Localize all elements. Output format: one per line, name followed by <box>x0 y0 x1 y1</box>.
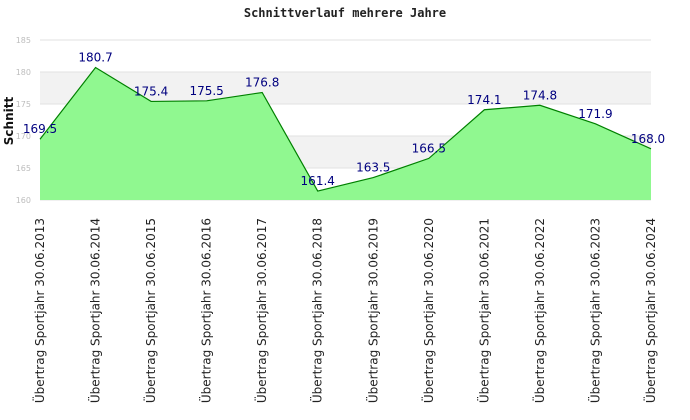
y-tick-label: 165 <box>16 164 31 173</box>
x-tick-label: Übertrag Sportjahr 30.06.2024 <box>642 218 658 403</box>
x-tick-label: Übertrag Sportjahr 30.06.2021 <box>475 218 491 403</box>
data-label: 174.8 <box>523 88 557 102</box>
x-tick-label: Übertrag Sportjahr 30.06.2017 <box>253 218 269 403</box>
x-tick-label: Übertrag Sportjahr 30.06.2013 <box>31 218 47 403</box>
y-tick-label: 170 <box>16 132 31 141</box>
x-tick-label: Übertrag Sportjahr 30.06.2022 <box>531 218 547 403</box>
x-tick-label: Übertrag Sportjahr 30.06.2019 <box>364 218 380 403</box>
data-label: 166.5 <box>412 141 446 155</box>
data-label: 175.5 <box>189 84 223 98</box>
data-label: 180.7 <box>78 51 112 65</box>
x-tick-label: Übertrag Sportjahr 30.06.2018 <box>309 218 325 403</box>
series-line <box>39 66 652 192</box>
data-label: 171.9 <box>578 107 612 121</box>
x-tick-label: Übertrag Sportjahr 30.06.2016 <box>198 218 214 403</box>
series-area <box>40 67 651 201</box>
x-tick-label: Übertrag Sportjahr 30.06.2015 <box>142 218 158 403</box>
y-tick-label: 175 <box>16 100 31 109</box>
y-axis-label: Schnitt <box>2 97 16 146</box>
chart-title: Schnittverlauf mehrere Jahre <box>244 6 446 20</box>
x-tick-label: Übertrag Sportjahr 30.06.2014 <box>87 218 103 403</box>
data-label: 163.5 <box>356 161 390 175</box>
x-tick-label: Übertrag Sportjahr 30.06.2023 <box>586 218 602 403</box>
y-tick-label: 185 <box>16 36 31 45</box>
y-tick-label: 160 <box>16 196 31 205</box>
data-label: 168.0 <box>631 132 665 146</box>
data-label: 175.4 <box>134 84 168 98</box>
data-labels: 169.5 180.7 175.4 175.5 176.8 161.4 163.5 166.5… <box>23 51 665 189</box>
data-label: 169.5 <box>23 122 57 136</box>
data-label: 174.1 <box>467 93 501 107</box>
x-tick-label: Übertrag Sportjahr 30.06.2020 <box>420 218 436 403</box>
background-band <box>40 40 651 72</box>
x-tick-labels: Übertrag Sportjahr 30.06.2013 Übertrag Sp… <box>31 218 658 403</box>
y-tick-label: 180 <box>16 68 31 77</box>
data-label: 161.4 <box>301 174 335 188</box>
y-tick-labels: 160 165 170 175 180 185 <box>16 36 31 205</box>
data-label: 176.8 <box>245 75 279 89</box>
